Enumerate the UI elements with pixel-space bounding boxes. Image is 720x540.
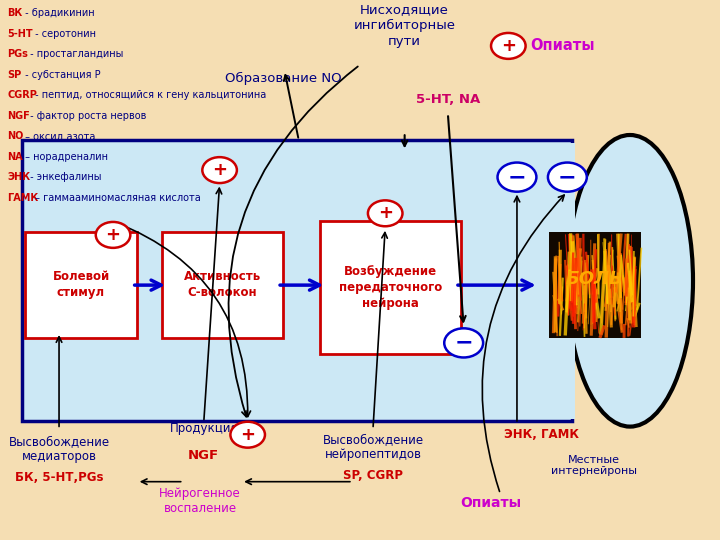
Circle shape (202, 157, 237, 183)
Text: 5-НТ: 5-НТ (7, 29, 33, 39)
Text: CGRP: CGRP (7, 90, 37, 100)
Text: Опиаты: Опиаты (531, 38, 595, 53)
Text: - субстанция P: - субстанция P (22, 70, 100, 80)
Text: −: − (508, 167, 526, 187)
Text: - пептид, относящийся к гену кальцитонина: - пептид, относящийся к гену кальцитонин… (32, 90, 266, 100)
Text: +: + (240, 426, 255, 444)
Text: −: − (454, 333, 473, 353)
Circle shape (548, 163, 587, 192)
Text: - серотонин: - серотонин (32, 29, 96, 39)
Text: - фактор роста нервов: - фактор роста нервов (27, 111, 146, 121)
Text: Образование NO: Образование NO (225, 72, 341, 85)
Text: −: − (558, 167, 577, 187)
Circle shape (96, 222, 130, 248)
Text: ЭНК: ЭНК (7, 172, 30, 183)
Text: Местные
интернейроны: Местные интернейроны (551, 455, 637, 476)
Circle shape (444, 328, 483, 357)
Circle shape (491, 33, 526, 59)
Text: +: + (212, 161, 227, 179)
Text: – норадреналин: – норадреналин (22, 152, 107, 162)
Text: БК, 5-НТ,PGs: БК, 5-НТ,PGs (15, 471, 103, 484)
Text: - энкефалины: - энкефалины (27, 172, 102, 183)
Text: +: + (501, 37, 516, 55)
Circle shape (230, 422, 265, 448)
Text: SP: SP (7, 70, 22, 80)
Text: Продукция: Продукция (169, 422, 238, 435)
Text: БОЛЬ: БОЛЬ (566, 271, 624, 288)
Text: Болевой
стимул: Болевой стимул (53, 271, 109, 299)
Text: Активность
С-волокон: Активность С-волокон (184, 271, 261, 299)
FancyBboxPatch shape (559, 143, 575, 418)
Circle shape (368, 200, 402, 226)
Text: +: + (378, 204, 392, 222)
FancyBboxPatch shape (320, 221, 461, 354)
Text: - брадикинин: - брадикинин (22, 8, 94, 18)
Text: Возбуждение
передаточного
нейрона: Возбуждение передаточного нейрона (339, 265, 442, 310)
Text: 5-HT, NA: 5-HT, NA (415, 93, 480, 106)
Text: PGs: PGs (7, 49, 28, 59)
FancyBboxPatch shape (162, 232, 283, 338)
Text: – оксид азота: – оксид азота (22, 131, 95, 141)
Text: Высвобождение
нейропептидов: Высвобождение нейропептидов (323, 433, 423, 461)
Text: ГАМК: ГАМК (7, 193, 38, 203)
FancyBboxPatch shape (549, 232, 641, 338)
Text: - простагландины: - простагландины (27, 49, 123, 59)
Text: NGF: NGF (188, 449, 220, 462)
Text: Высвобождение
медиаторов: Высвобождение медиаторов (9, 435, 109, 463)
FancyBboxPatch shape (22, 140, 572, 421)
Circle shape (498, 163, 536, 192)
Text: NA: NA (7, 152, 23, 162)
Text: Нейрогенное
воспаление: Нейрогенное воспаление (159, 487, 241, 515)
Text: Опиаты: Опиаты (461, 496, 521, 510)
Text: ВК: ВК (7, 8, 22, 18)
Text: ЭНК, ГАМК: ЭНК, ГАМК (504, 428, 579, 441)
Text: Нисходящие
ингибиторные
пути: Нисходящие ингибиторные пути (354, 3, 456, 48)
FancyBboxPatch shape (25, 232, 137, 338)
Text: +: + (106, 226, 120, 244)
Text: SP, CGRP: SP, CGRP (343, 469, 403, 482)
Ellipse shape (567, 135, 693, 427)
Text: – гаммааминомасляная кислота: – гаммааминомасляная кислота (32, 193, 201, 203)
Text: NGF: NGF (7, 111, 30, 121)
Text: NO: NO (7, 131, 24, 141)
